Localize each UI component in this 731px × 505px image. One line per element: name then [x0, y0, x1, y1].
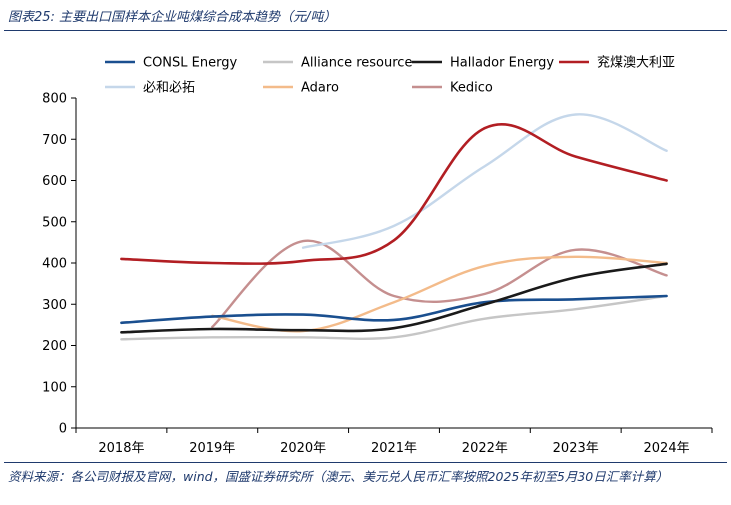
x-tick-label: 2021年 [371, 441, 417, 456]
x-tick-label: 2023年 [553, 441, 599, 456]
legend-label-2: Hallador Energy [450, 56, 554, 71]
series-line-1 [120, 294, 668, 341]
series-line-3 [120, 123, 668, 265]
x-tick-label: 2020年 [280, 441, 326, 456]
series-line-5 [211, 255, 668, 333]
title-divider [4, 30, 727, 31]
legend-label-4: 必和必拓 [143, 81, 195, 96]
chart-legend: CONSL Energy Alliance resource Hallador En… [105, 55, 675, 96]
y-tick-label: 500 [42, 215, 67, 230]
line-chart: CONSL Energy Alliance resource Hallador En… [42, 55, 713, 456]
series-line-6 [211, 239, 668, 329]
source-note: 资料来源：各公司财报及官网，wind，国盛证券研究所（澳元、美元兑人民币汇率按照… [8, 469, 669, 484]
y-tick-label: 300 [42, 298, 67, 313]
legend-label-5: Adaro [301, 81, 339, 96]
x-tick-label: 2019年 [189, 441, 235, 456]
legend-label-1: Alliance resource [301, 56, 412, 71]
legend-label-3: 兖煤澳大利亚 [597, 55, 675, 71]
y-tick-label: 0 [59, 422, 67, 437]
x-tick-label: 2024年 [644, 441, 690, 456]
series-line-0 [120, 294, 668, 325]
legend-label-6: Kedico [450, 81, 493, 96]
x-tick-label: 2018年 [98, 441, 144, 456]
figure-title: 图表25: 主要出口国样本企业吨煤综合成本趋势（元/吨） [8, 10, 337, 25]
x-tick-label: 2022年 [462, 441, 508, 456]
y-tick-label: 700 [42, 133, 67, 148]
chart-axes: 0 100 200 300 400 500 600 700 800 2018年 2019年 2020年… [42, 92, 713, 456]
y-tick-label: 200 [42, 339, 67, 354]
y-tick-label: 600 [42, 174, 67, 189]
y-tick-label: 100 [42, 380, 67, 395]
series-line-4 [301, 113, 668, 249]
legend-label-0: CONSL Energy [143, 56, 237, 71]
source-divider [4, 462, 727, 463]
chart-series [120, 113, 668, 341]
y-tick-label: 400 [42, 257, 67, 272]
y-tick-label: 800 [42, 92, 67, 107]
series-line-2 [120, 262, 668, 334]
